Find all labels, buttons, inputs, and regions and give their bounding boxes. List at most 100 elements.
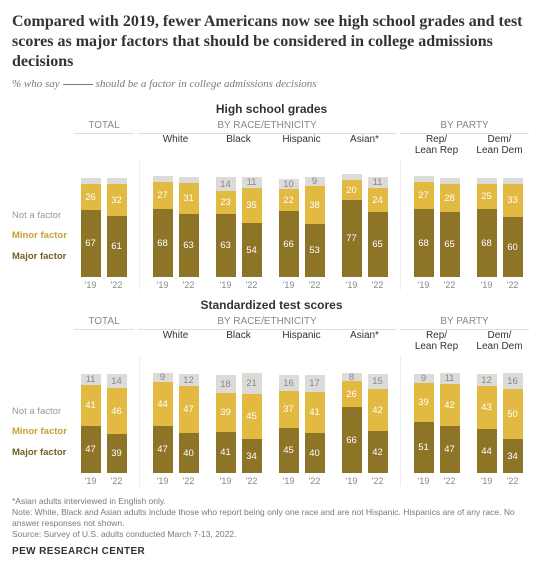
stacked-bar: 124740 — [179, 374, 199, 473]
bar-column: 165034'22 — [503, 373, 523, 486]
seg-not-a-factor: 14 — [216, 177, 236, 191]
stacked-bar: 142363 — [216, 177, 236, 277]
year-label: '22 — [440, 280, 460, 290]
group-separator — [139, 160, 140, 290]
bar-column: 163745'19 — [279, 375, 299, 486]
seg-minor-factor: 20 — [342, 180, 362, 200]
bar-group: 2667'193261'22 — [72, 178, 135, 290]
stacked-bar: 93951 — [414, 374, 434, 473]
bar-column: 142363'19 — [216, 177, 236, 290]
stacked-bar: 183941 — [216, 375, 236, 473]
stacked-bar: 113554 — [242, 177, 262, 277]
seg-minor-factor: 24 — [368, 188, 388, 212]
year-label: '19 — [279, 280, 299, 290]
category-label — [72, 134, 135, 156]
seg-not-a-factor: 14 — [107, 374, 127, 388]
footnote-race-def: Note: White, Black and Asian adults incl… — [12, 507, 531, 529]
bar-column: 124740 '22 — [179, 374, 199, 486]
year-label: '22 — [179, 476, 199, 486]
chart-panel: Standardized test scores TOTALBY RACE/ETH… — [12, 298, 531, 486]
seg-minor-factor: 41 — [305, 392, 325, 433]
seg-not-a-factor: 9 — [414, 374, 434, 383]
bar-group: 124344'19165034'22 — [468, 373, 531, 486]
bar-column: 154242'22 — [368, 374, 388, 486]
bar-pair: 2667'193261'22 — [78, 178, 130, 290]
seg-major-factor: 66 — [279, 211, 299, 277]
year-label: '22 — [107, 476, 127, 486]
bar-column: 2768'19 — [153, 176, 173, 290]
year-label: '22 — [107, 280, 127, 290]
bar-group: 94447'19124740'22 — [144, 373, 207, 486]
seg-major-factor: 68 — [477, 209, 497, 277]
seg-minor-factor: 45 — [242, 394, 262, 439]
seg-not-a-factor: 16 — [279, 375, 299, 391]
panel-title: Standardized test scores — [12, 298, 531, 312]
seg-minor-factor: 50 — [503, 389, 523, 439]
seg-major-factor: 53 — [305, 224, 325, 277]
seg-minor-factor: 42 — [368, 389, 388, 431]
seg-minor-factor: 33 — [503, 184, 523, 217]
bar-pair: 2077'19112465'22 — [339, 174, 391, 290]
footnote-asian: *Asian adults interviewed in English onl… — [12, 496, 531, 507]
bar-column: 2077'19 — [342, 174, 362, 290]
group-header-race: BY RACE/ETHNICITY — [138, 316, 396, 330]
seg-minor-factor: 43 — [477, 386, 497, 429]
category-label-row: WhiteBlackHispanicAsian*Rep/ Lean RepDem… — [12, 330, 531, 356]
category-label: White — [144, 134, 207, 156]
year-label: '19 — [153, 476, 173, 486]
bar-pair: 2768'192865'22 — [411, 176, 463, 290]
bar-group: 93951'19114247'22 — [405, 373, 468, 486]
category-label — [72, 330, 135, 352]
seg-major-factor: 65 — [368, 212, 388, 277]
seg-minor-factor: 42 — [440, 384, 460, 426]
group-header-total: TOTAL — [74, 120, 134, 134]
seg-major-factor: 40 — [305, 433, 325, 473]
seg-not-a-factor: 12 — [179, 374, 199, 386]
year-label: '22 — [242, 476, 262, 486]
chart-panel: High school gradesTOTALBY RACE/ETHNICITY… — [12, 102, 531, 290]
seg-minor-factor: 35 — [242, 188, 262, 223]
seg-minor-factor: 25 — [477, 184, 497, 209]
group-header-race: BY RACE/ETHNICITY — [138, 120, 396, 134]
seg-minor-factor: 39 — [414, 383, 434, 422]
seg-minor-factor: 47 — [179, 386, 199, 433]
seg-major-factor: 47 — [153, 426, 173, 473]
bar-pair: 94447'19124740'22 — [150, 373, 202, 486]
year-label: '22 — [368, 476, 388, 486]
legend-column: Not a factorMinor factorMajor factor — [12, 407, 72, 486]
bar-group: 82666'19154242'22 — [333, 373, 396, 486]
seg-not-a-factor: 17 — [305, 375, 325, 392]
stacked-bar: 93853 — [305, 177, 325, 277]
seg-minor-factor: 44 — [153, 382, 173, 426]
group-header-row: TOTALBY RACE/ETHNICITYBY PARTY — [12, 316, 531, 330]
bar-column: 144639'22 — [107, 374, 127, 486]
year-label: '19 — [342, 476, 362, 486]
bar-pair: 183941'19214534'22 — [213, 373, 265, 486]
bar-column: 2667'19 — [81, 178, 101, 290]
bar-column: 114247'22 — [440, 373, 460, 486]
category-label: White — [144, 330, 207, 352]
seg-minor-factor: 31 — [179, 183, 199, 214]
stacked-bar: 2768 — [153, 176, 173, 277]
bar-group: 163745'19 174140 '22 — [270, 375, 333, 486]
category-label: Black — [207, 134, 270, 156]
group-separator — [139, 356, 140, 486]
bar-column: 94447'19 — [153, 373, 173, 486]
seg-minor-factor: 39 — [216, 393, 236, 432]
year-label: '19 — [477, 280, 497, 290]
seg-minor-factor: 27 — [153, 182, 173, 209]
year-label: '22 — [305, 280, 325, 290]
stacked-bar: 2865 — [440, 178, 460, 277]
seg-not-a-factor: 16 — [503, 373, 523, 389]
category-label: Hispanic — [270, 134, 333, 156]
group-header-party: BY PARTY — [400, 120, 529, 134]
seg-major-factor: 67 — [81, 210, 101, 277]
category-label: Rep/ Lean Rep — [405, 330, 468, 352]
stacked-bar: 2667 — [81, 178, 101, 277]
stacked-bar: 165034 — [503, 373, 523, 473]
stacked-bar: 214534 — [242, 373, 262, 473]
stacked-bar: 2077 — [342, 174, 362, 277]
seg-major-factor: 61 — [107, 216, 127, 277]
legend-minor-factor: Minor factor — [12, 427, 72, 437]
year-label: '22 — [305, 476, 325, 486]
